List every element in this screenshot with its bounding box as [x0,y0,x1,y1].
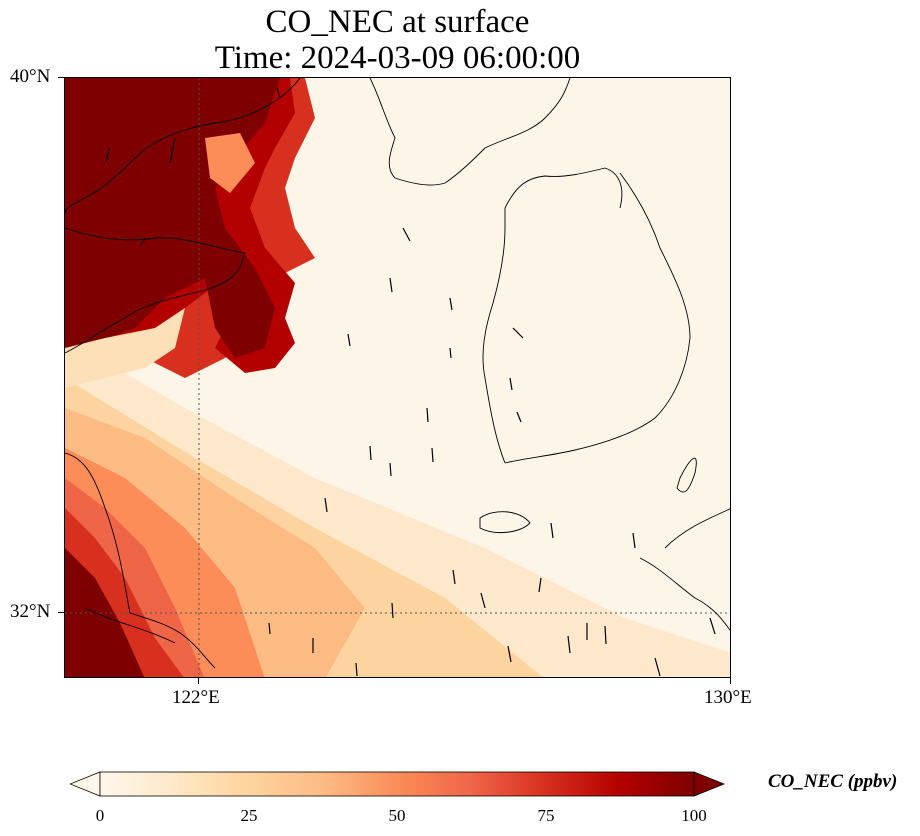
wind-arrow [538,577,542,593]
wind-arrow [347,333,351,347]
coastal-low-patch [65,308,185,388]
wind-arrow [391,602,394,619]
wind-arrow [567,635,571,654]
wind-arrow [268,622,271,635]
wind-arrow [324,497,328,513]
map-time-subtitle: Time: 2024-03-09 06:00:00 [214,40,581,76]
wind-arrow [452,569,456,585]
x-tick-mark-130E [730,678,731,684]
map-title: CO_NEC at surface [265,4,530,40]
wind-arrow [276,87,281,99]
y-tick-mark-40N [58,77,64,78]
wind-arrow [604,625,607,645]
wind-arrow [369,445,372,461]
x-tick-label-122E: 122°E [172,687,220,708]
wind-arrow [512,327,524,339]
colorbar-tick-100: 100 [681,806,707,825]
colorbar-bar [100,772,694,796]
colorbar [68,770,726,805]
wind-arrow [480,592,486,609]
wind-arrow [449,297,453,311]
x-tick-mark-122E [198,678,199,684]
wind-arrow [389,462,392,477]
y-tick-label-32N: 32°N [10,601,51,622]
colorbar-extend-max [693,771,726,797]
wind-arrow [140,237,146,247]
wind-arrow [654,657,661,677]
coastlines [65,78,730,669]
wind-arrow [105,147,110,163]
plume-gap-patch [205,133,255,193]
wind-arrow [516,411,522,423]
wind-vectors [105,87,716,677]
wind-arrow [509,377,513,391]
colorbar-tick-25: 25 [240,806,258,825]
wind-arrow [426,407,429,423]
x-tick-label-130E: 130°E [704,687,752,708]
y-tick-label-40N: 40°N [10,66,51,87]
map-panel [64,77,731,678]
wind-arrow [507,645,512,663]
wind-arrow [402,227,411,242]
wind-arrow [709,617,716,635]
colorbar-tick-0: 0 [95,806,105,825]
wind-arrow [169,137,176,164]
colorbar-tick-75: 75 [537,806,555,825]
y-tick-mark-32N [58,612,64,613]
wind-arrow [355,662,358,677]
colorbar-gradient [68,771,726,797]
colorbar-label: CO_NEC (ppbv) [768,771,898,792]
wind-arrow [389,277,393,293]
wind-arrow [632,532,636,549]
wind-arrow [431,447,434,463]
colorbar-extend-min [68,771,101,797]
colorbar-tick-50: 50 [388,806,406,825]
concentration-map [65,78,730,677]
peak-concentration-southwest [65,548,145,677]
wind-arrow [550,522,554,539]
wind-arrow [449,347,452,359]
